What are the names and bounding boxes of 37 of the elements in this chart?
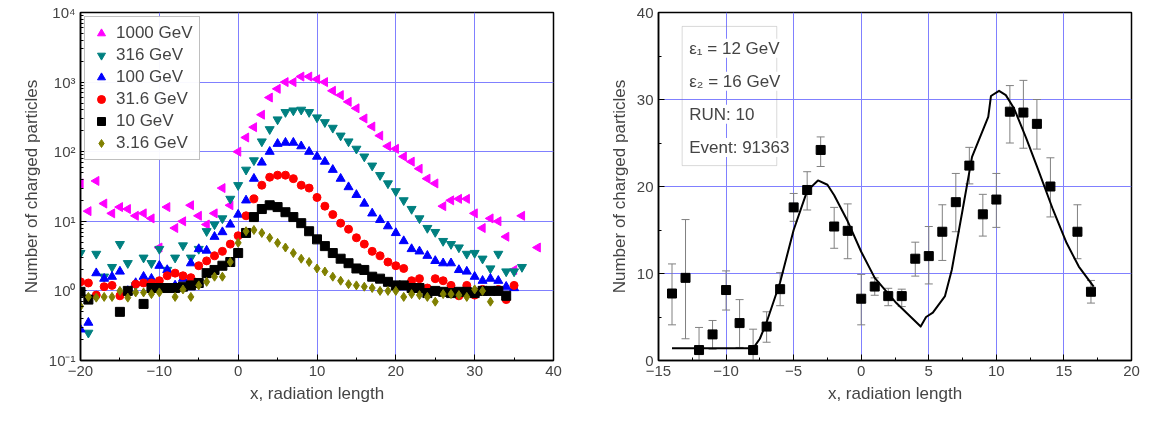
legend-label: 1000 GeV (116, 23, 193, 43)
x-tick-label: 30 (466, 361, 484, 379)
legend-label: 10 GeV (116, 111, 174, 131)
y-tick-label: 10¹ (53, 212, 76, 230)
x-tick-label: −10 (713, 361, 739, 379)
y-axis-title: Number of charged particles (21, 79, 41, 294)
annotation: Event: 91363 (689, 137, 790, 157)
y-tick-label: 10⁴ (52, 4, 76, 21)
x-tick-label: −5 (785, 361, 803, 379)
x-tick-label: 40 (545, 361, 562, 379)
legend-label: 100 GeV (116, 67, 184, 87)
legend-label: 3.16 GeV (116, 133, 188, 153)
x-tick-label: 15 (1055, 361, 1073, 379)
x-tick-label: 5 (924, 361, 933, 379)
y-tick-label: 40 (636, 3, 654, 21)
y-axis-title: Number of charged particles (609, 79, 629, 294)
annotation: RUN: 10 (689, 104, 755, 124)
y-tick-label: 10⁻¹ (48, 352, 76, 369)
x-tick-label: 10 (308, 361, 326, 379)
y-tick-label: 10⁰ (53, 282, 76, 300)
y-tick-label: 10³ (53, 73, 76, 91)
annotation: ε₂ = 16 GeV (689, 71, 782, 91)
x-axis-title: x, radiation length (249, 383, 385, 403)
x-tick-label: 10 (988, 361, 1005, 379)
x-tick-label: 0 (234, 361, 243, 379)
x-tick-label: 0 (857, 361, 866, 379)
x-tick-label: −10 (146, 361, 173, 379)
legend-label: 31.6 GeV (116, 89, 188, 109)
legend-label: 316 GeV (116, 45, 184, 65)
y-tick-label: 10² (53, 143, 76, 161)
y-tick-label: 10 (636, 264, 654, 282)
y-tick-label: 30 (636, 90, 654, 108)
x-axis-title: x, radiation length (827, 383, 963, 403)
annotation: ε₁ = 12 GeV (689, 38, 781, 58)
x-tick-label: 20 (1123, 361, 1140, 379)
x-tick-label: 20 (387, 361, 405, 379)
y-tick-label: 20 (636, 177, 654, 195)
